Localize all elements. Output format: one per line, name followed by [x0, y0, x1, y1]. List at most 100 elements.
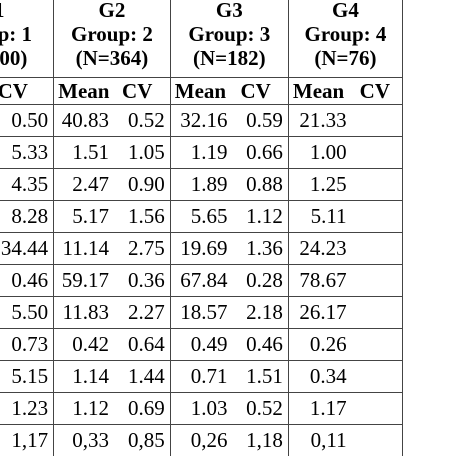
mean-cell-g3: 1.03 — [170, 391, 237, 424]
mean-cell-g2: 2.47 — [53, 167, 119, 200]
cv-cell-g2: 2.75 — [118, 231, 171, 264]
cv-cell-g1: 1.23 — [0, 391, 55, 424]
cv-cell-g3: 0.52 — [236, 391, 289, 424]
table-row: 5.33 1.51 1.05 1.19 0.66 1.00 — [0, 135, 403, 168]
cv-cell-g4 — [355, 263, 403, 296]
cv-cell-g1: 0.46 — [0, 263, 55, 296]
cv-header-g3: CV — [236, 76, 289, 105]
cv-cell-g3: 0.66 — [236, 135, 289, 168]
group-n: (N=76) — [314, 46, 377, 70]
cv-cell-g3: 1.51 — [236, 359, 289, 392]
cv-cell-g4 — [355, 135, 403, 168]
cv-cell-g4 — [355, 391, 403, 424]
group-code: G4 — [332, 0, 359, 22]
group-code: G1 — [0, 0, 53, 22]
cv-cell-g3: 1,18 — [236, 423, 289, 456]
cv-cell-g4 — [355, 167, 403, 200]
mean-cell-g3: 0.71 — [170, 359, 237, 392]
table-row: 1,17 0,33 0,85 0,26 1,18 0,11 — [0, 423, 403, 456]
cv-cell-g1: 5.15 — [0, 359, 55, 392]
group-header-g3: G3 Group: 3 (N=182) — [170, 0, 289, 77]
group-label: Group: 4 — [304, 22, 387, 46]
cv-cell-g3: 1.36 — [236, 231, 289, 264]
group-label: Group: 3 — [188, 22, 271, 46]
table-row: 0.50 40.83 0.52 32.16 0.59 21.33 — [0, 103, 403, 136]
mean-cell-g2: 11.14 — [53, 231, 119, 264]
cv-cell-g1: 5.50 — [0, 295, 55, 328]
mean-cell-g2: 11.83 — [53, 295, 119, 328]
cv-cell-g2: 1.44 — [118, 359, 171, 392]
table-body: 0.50 40.83 0.52 32.16 0.59 21.33 5.33 1.51 1.05 1… — [0, 103, 403, 456]
mean-cell-g3: 18.57 — [170, 295, 237, 328]
mean-cell-g2: 1.12 — [53, 391, 119, 424]
cv-cell-g1: 4.35 — [0, 167, 55, 200]
table-row: 0.46 59.17 0.36 67.84 0.28 78.67 — [0, 263, 403, 296]
mean-cell-g3: 32.16 — [170, 103, 237, 136]
cv-cell-g1: 5.33 — [0, 135, 55, 168]
cv-cell-g4 — [355, 103, 403, 136]
mean-cell-g4: 5.11 — [288, 199, 356, 232]
mean-cell-g2: 1.14 — [53, 359, 119, 392]
table-row: 8.28 5.17 1.56 5.65 1.12 5.11 — [0, 199, 403, 232]
mean-cell-g2: 59.17 — [53, 263, 119, 296]
cv-cell-g3: 0.46 — [236, 327, 289, 360]
group-statistics-table: G1 Group: 1 (N=300) G2 Group: 2 (N=364) … — [0, 0, 404, 456]
cv-cell-g2: 2.27 — [118, 295, 171, 328]
column-header-row: Mean CV Mean CV Mean CV Mean CV — [0, 76, 403, 105]
cv-cell-g3: 0.28 — [236, 263, 289, 296]
cv-cell-g2: 0.64 — [118, 327, 171, 360]
mean-cell-g4: 0,11 — [288, 423, 356, 456]
table-row: 1.23 1.12 0.69 1.03 0.52 1.17 — [0, 391, 403, 424]
group-code: G2 — [98, 0, 126, 22]
group-header-g2: G2 Group: 2 (N=364) — [53, 0, 171, 77]
cv-cell-g4 — [355, 423, 403, 456]
cv-header-g1: CV — [0, 76, 55, 105]
table-row: 4.35 2.47 0.90 1.89 0.88 1.25 — [0, 167, 403, 200]
cv-cell-g2: 1.56 — [118, 199, 171, 232]
cv-cell-g3: 0.88 — [236, 167, 289, 200]
cv-cell-g3: 1.12 — [236, 199, 289, 232]
cv-header-g4: CV — [355, 76, 403, 105]
group-header-g4: G4 Group: 4 (N=76) — [288, 0, 404, 77]
group-n: (N=364) — [75, 46, 149, 70]
table-row: 5.50 11.83 2.27 18.57 2.18 26.17 — [0, 295, 403, 328]
mean-cell-g4: 24.23 — [288, 231, 356, 264]
cv-cell-g1: 0.50 — [0, 103, 55, 136]
group-n: (N=300) — [0, 46, 28, 70]
cv-header-g2: CV — [118, 76, 171, 105]
cv-cell-g2: 0.69 — [118, 391, 171, 424]
mean-header-g4: Mean — [288, 76, 356, 105]
mean-cell-g3: 5.65 — [170, 199, 237, 232]
cv-cell-g4 — [355, 359, 403, 392]
mean-cell-g3: 19.69 — [170, 231, 237, 264]
mean-cell-g4: 0.34 — [288, 359, 356, 392]
group-label: Group: 1 — [0, 22, 32, 46]
mean-cell-g4: 1.25 — [288, 167, 356, 200]
mean-cell-g3: 0.49 — [170, 327, 237, 360]
mean-cell-g4: 26.17 — [288, 295, 356, 328]
group-n: (N=182) — [193, 46, 266, 70]
cv-cell-g1: 34.44 — [0, 231, 55, 264]
table-row: 5.15 1.14 1.44 0.71 1.51 0.34 — [0, 359, 403, 392]
cv-cell-g2: 1.05 — [118, 135, 171, 168]
table-row: 34.44 11.14 2.75 19.69 1.36 24.23 — [0, 231, 403, 264]
mean-header-g3: Mean — [170, 76, 237, 105]
table-row: 0.73 0.42 0.64 0.49 0.46 0.26 — [0, 327, 403, 360]
cv-cell-g4 — [355, 327, 403, 360]
group-header-row: G1 Group: 1 (N=300) G2 Group: 2 (N=364) … — [0, 0, 404, 77]
mean-cell-g2: 40.83 — [53, 103, 119, 136]
mean-cell-g3: 1.19 — [170, 135, 237, 168]
cv-cell-g4 — [355, 295, 403, 328]
mean-cell-g4: 1.00 — [288, 135, 356, 168]
mean-cell-g4: 0.26 — [288, 327, 356, 360]
mean-cell-g4: 78.67 — [288, 263, 356, 296]
mean-cell-g4: 1.17 — [288, 391, 356, 424]
mean-cell-g2: 0.42 — [53, 327, 119, 360]
mean-cell-g2: 0,33 — [53, 423, 119, 456]
mean-cell-g3: 1.89 — [170, 167, 237, 200]
cv-cell-g1: 0.73 — [0, 327, 55, 360]
cv-cell-g4 — [355, 199, 403, 232]
cv-cell-g2: 0.90 — [118, 167, 171, 200]
cv-cell-g2: 0.52 — [118, 103, 171, 136]
